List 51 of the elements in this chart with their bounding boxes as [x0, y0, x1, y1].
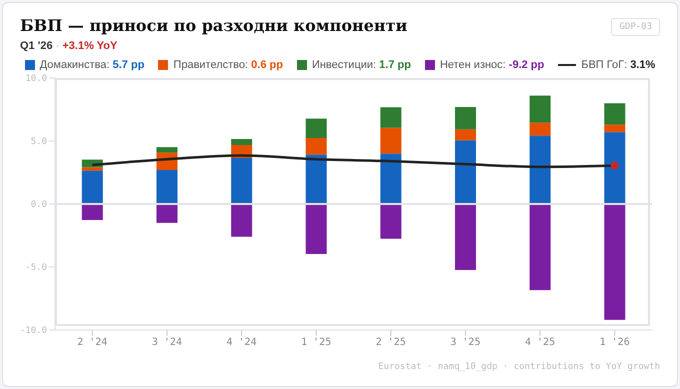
bar — [156, 170, 178, 204]
y-tick-label: 5.0 — [30, 137, 47, 148]
bar — [156, 147, 178, 153]
bar — [156, 204, 178, 223]
bar — [604, 124, 626, 132]
bar — [604, 132, 626, 204]
legend-label: БВП ГоГ: 3.1% — [581, 59, 656, 71]
bar — [530, 136, 551, 204]
bar — [454, 140, 476, 204]
legend-label: Нетен износ: -9.2 pp — [440, 59, 544, 71]
bar — [380, 107, 402, 128]
y-tick-label: -10.0 — [20, 326, 47, 336]
bar — [380, 154, 402, 204]
x-tick-label: 2 '25 — [376, 337, 406, 348]
bar — [530, 122, 551, 136]
x-tick-label: 3 '25 — [450, 337, 480, 348]
bar — [530, 96, 551, 123]
bar — [82, 167, 103, 171]
bar — [306, 154, 327, 204]
y-tick-label: -5.0 — [25, 263, 47, 274]
legend-label: Инвестиции: 1.7 pp — [312, 59, 411, 71]
x-tick-label: 4 '25 — [525, 337, 556, 348]
bar — [454, 129, 476, 140]
y-tick-label: 0.0 — [30, 200, 47, 210]
x-tick-label: 2 '24 — [77, 337, 108, 348]
bar — [231, 158, 252, 204]
bar — [530, 204, 551, 290]
bar — [306, 118, 327, 138]
text: Eurostat · namq_10_gdp · contributions to YoY growth — [378, 362, 660, 372]
bar — [454, 106, 476, 130]
y-tick-label: 10.0 — [25, 74, 47, 84]
bar — [380, 128, 402, 154]
legend-label: Правителство: 0.6 pp — [173, 59, 283, 71]
legend-label: Домакинства: 5.7 pp — [40, 59, 144, 71]
bar — [231, 138, 252, 146]
x-tick-label: 1 '26 — [600, 337, 630, 348]
bar — [306, 138, 327, 155]
bar — [454, 204, 476, 270]
bar — [380, 204, 402, 239]
bar — [306, 204, 327, 254]
bar — [82, 170, 103, 204]
bar — [82, 204, 103, 220]
bar — [604, 204, 626, 320]
text: GDP-03 — [611, 18, 660, 36]
bar — [231, 204, 252, 237]
chart-subtitle: Q1 '26 · +3.1% YoY — [20, 40, 118, 52]
bar — [604, 103, 626, 125]
x-tick-label: 1 '25 — [301, 337, 332, 348]
chart-title: БВП — приноси по разходни компоненти — [20, 16, 408, 35]
x-tick-label: 3 '24 — [152, 337, 182, 348]
x-tick-label: 4 '24 — [226, 337, 257, 348]
